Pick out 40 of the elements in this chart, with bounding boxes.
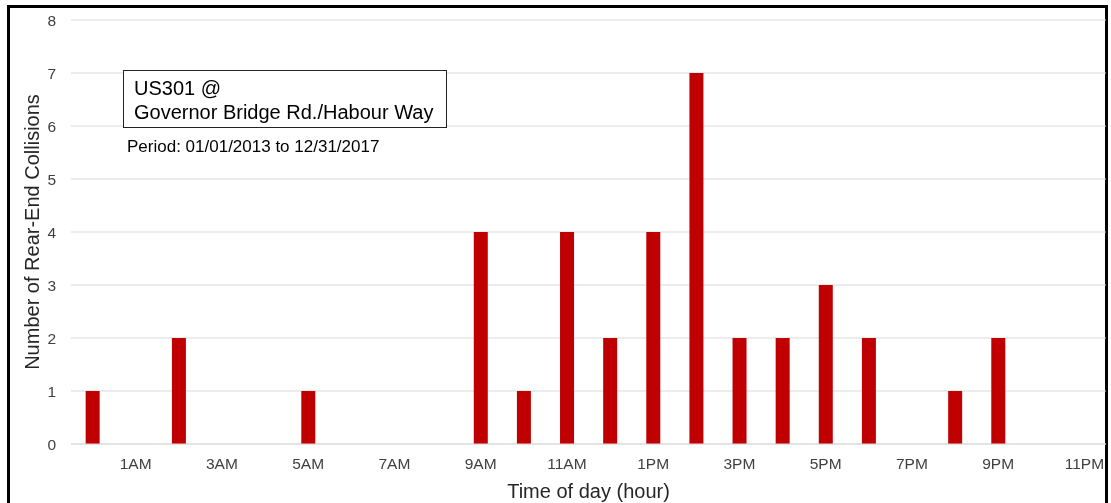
bar [171, 338, 186, 444]
x-tick-label: 11AM [547, 455, 587, 473]
x-tick-label: 1PM [637, 455, 670, 473]
bar [818, 285, 833, 444]
y-tick-label: 2 [47, 329, 56, 347]
y-tick-label: 3 [47, 276, 56, 294]
x-tick-label: 11PM [1064, 455, 1105, 473]
y-tick-label: 5 [47, 170, 56, 188]
x-tick-label: 7PM [896, 455, 928, 473]
bar [473, 232, 488, 444]
annotation: US301 @ Governor Bridge Rd./Habour Way [123, 70, 448, 128]
bar [516, 391, 531, 444]
y-tick-label: 0 [47, 435, 57, 453]
y-tick-label: 1 [47, 382, 56, 400]
bar [991, 338, 1006, 444]
y-tick-label: 4 [47, 223, 57, 241]
y-tick-label: 8 [47, 11, 56, 29]
bar [560, 232, 575, 444]
bar [301, 391, 316, 444]
bar [646, 232, 661, 444]
x-tick-label: 7AM [378, 455, 411, 473]
x-tick-label: 3PM [723, 455, 756, 473]
bar [85, 391, 100, 444]
x-tick-label: 9AM [464, 455, 497, 473]
y-tick-label: 7 [47, 64, 56, 82]
annotation: Period: 01/01/2013 to 12/31/2017 [127, 137, 380, 157]
x-tick-label: 5PM [809, 455, 842, 473]
y-axis-title: Number of Rear-End Collisions [21, 94, 43, 370]
bar [775, 338, 790, 444]
x-axis-title: Time of day (hour) [507, 480, 670, 502]
x-tick-label: 3AM [206, 455, 238, 473]
bar [732, 338, 747, 444]
x-tick-label: 1AM [119, 455, 152, 473]
x-tick-label: 5AM [292, 455, 325, 473]
bar [689, 73, 704, 444]
bar [861, 338, 876, 444]
x-tick-label: 9PM [982, 455, 1015, 473]
y-tick-label: 6 [47, 117, 56, 135]
bar [603, 338, 618, 444]
bar [948, 391, 963, 444]
